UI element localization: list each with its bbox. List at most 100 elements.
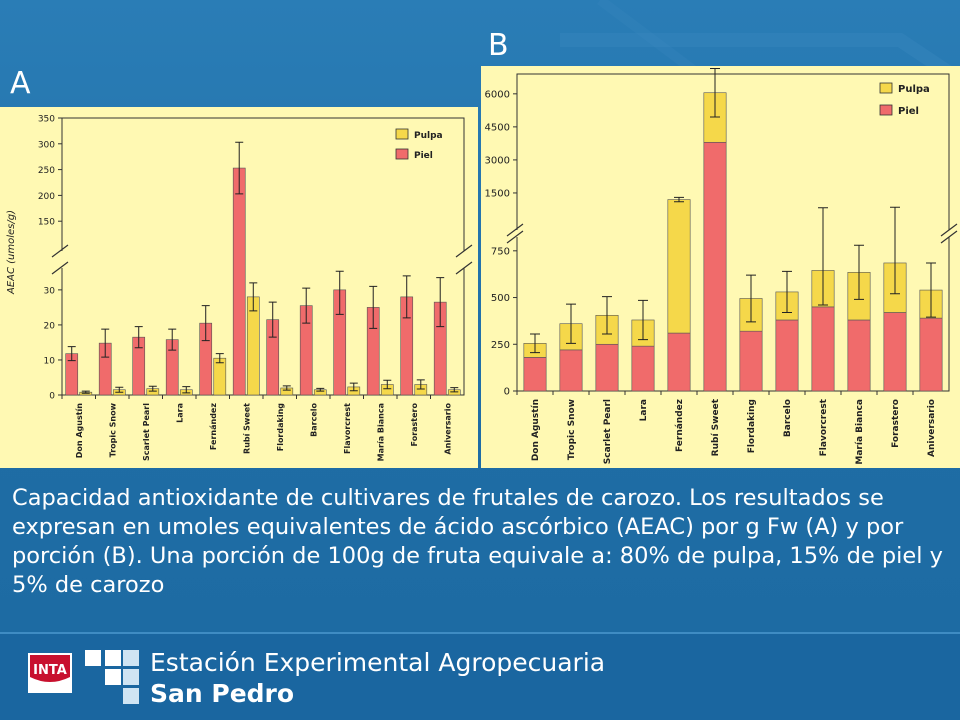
error-bar [710, 67, 720, 118]
axis-break-mark-left [51, 244, 69, 275]
bar-piel [595, 343, 619, 392]
x-category-label: Aniversario [927, 399, 937, 457]
error-bar [383, 379, 392, 390]
x-category-label: María Bianca [376, 403, 385, 461]
error-bar [638, 299, 648, 341]
bar-piel [811, 306, 835, 392]
error-bar [530, 333, 540, 354]
bar-piel [523, 357, 547, 392]
bar-piel [739, 330, 763, 392]
error-bar [316, 387, 325, 392]
x-category-label: Scarlet Pearl [603, 399, 613, 464]
x-category-label: Rubí Sweet [242, 403, 251, 454]
error-bar [436, 277, 445, 328]
error-bar [349, 382, 358, 392]
bar-piel [847, 319, 871, 392]
bar-piel [703, 141, 727, 392]
legend-swatch-pulpa [395, 128, 409, 140]
inta-logo: INTA [28, 653, 72, 693]
y-tick-label: 300 [38, 140, 55, 150]
y-tick-label: 500 [491, 293, 510, 304]
error-bar [674, 196, 684, 203]
bar-pulpa [213, 357, 227, 396]
error-bar [81, 390, 90, 394]
x-category-label: Fernández [209, 403, 218, 450]
footer-bar [0, 632, 960, 720]
x-category-label: Flavorcrest [819, 398, 829, 456]
legend-label-pulpa: Pulpa [414, 131, 443, 141]
error-bar [746, 274, 756, 323]
bar-piel [232, 167, 246, 396]
y-tick-label: 30 [44, 286, 56, 296]
bar-piel [559, 349, 583, 392]
eea-logo-icon [85, 650, 139, 704]
y-tick-label: 1500 [485, 188, 510, 199]
chart-a: 0 10 20 30 150 200 250 300 350 AEAC (umoles/g) Don… [0, 107, 478, 468]
error-bar [369, 285, 378, 329]
panel-label-b: B [488, 28, 509, 63]
legend-label-piel: Piel [414, 151, 433, 161]
y-tick-label: 0 [504, 387, 510, 398]
error-bar [566, 303, 576, 344]
axis-break-mark-right [940, 223, 958, 244]
x-category-label: María Bianca [855, 399, 865, 465]
station-name-line2: San Pedro [150, 679, 295, 708]
legend-label-pulpa: Pulpa [898, 84, 930, 95]
bar-piel [775, 319, 799, 392]
error-bar [134, 326, 143, 349]
x-category-label: Don Agustín [75, 403, 84, 459]
error-bar [854, 244, 864, 300]
error-bar [335, 270, 344, 315]
error-bar [890, 206, 900, 295]
chart-a-svg: 0 10 20 30 150 200 250 300 350 AEAC (umoles/g) Don… [6, 115, 473, 461]
error-bar [235, 141, 244, 195]
legend-label-piel: Piel [898, 106, 919, 117]
error-bar [818, 207, 828, 306]
axis-break-gap [515, 230, 951, 237]
y-tick-label: 6000 [485, 89, 510, 100]
bar-piel [667, 332, 691, 392]
x-category-label: Lara [639, 399, 649, 421]
caption-text: Capacidad antioxidante de cultivares de … [12, 485, 943, 598]
error-bar [268, 301, 277, 338]
error-bar [115, 386, 124, 393]
inta-logo-text: INTA [33, 663, 67, 678]
x-category-label: Forastero [891, 399, 901, 448]
chart-b: 0 250 500 750 1500 3000 4500 6000 Don Agustín Tro… [481, 66, 960, 468]
error-bar [782, 270, 792, 313]
error-bar [148, 385, 157, 392]
chart-b-svg: 0 250 500 750 1500 3000 4500 6000 Don Agustín Tro… [485, 67, 958, 465]
y-tick-label: 4500 [485, 122, 510, 133]
footer-divider [0, 632, 960, 634]
error-bar [249, 282, 258, 312]
error-bar [402, 275, 411, 319]
error-bar [101, 328, 110, 358]
x-category-label: Tropic Snow [567, 399, 577, 460]
y-tick-label: 250 [491, 340, 510, 351]
y-tick-label: 250 [38, 166, 55, 176]
y-tick-label: 350 [38, 115, 55, 125]
x-category-label: Rubí Sweet [711, 398, 721, 456]
y-tick-label: 200 [38, 192, 55, 202]
x-category-label: Lara [175, 403, 184, 423]
x-category-label: Fernández [675, 399, 685, 452]
station-name-line1: Estación Experimental Agropecuaria [150, 648, 606, 677]
x-category-label: Don Agustín [531, 399, 541, 461]
x-category-label: Scarlet Pearl [142, 403, 151, 461]
y-axis-label: AEAC (umoles/g) [6, 210, 17, 295]
error-bar [168, 328, 177, 351]
bar-pulpa [246, 296, 260, 396]
axis-break-gap [60, 251, 466, 268]
y-tick-label: 20 [44, 321, 56, 331]
error-bar [215, 353, 224, 364]
legend-swatch-pulpa [879, 82, 893, 94]
axis-break-mark-right [455, 244, 473, 275]
error-bar [602, 296, 612, 335]
bar-pulpa [667, 199, 691, 334]
y-tick-label: 10 [44, 356, 56, 366]
x-category-label: Tropic Snow [108, 402, 117, 457]
bar-piel [883, 312, 907, 392]
error-bar [926, 262, 936, 318]
panel-label-a: A [10, 66, 31, 101]
y-tick-label: 0 [49, 392, 55, 402]
